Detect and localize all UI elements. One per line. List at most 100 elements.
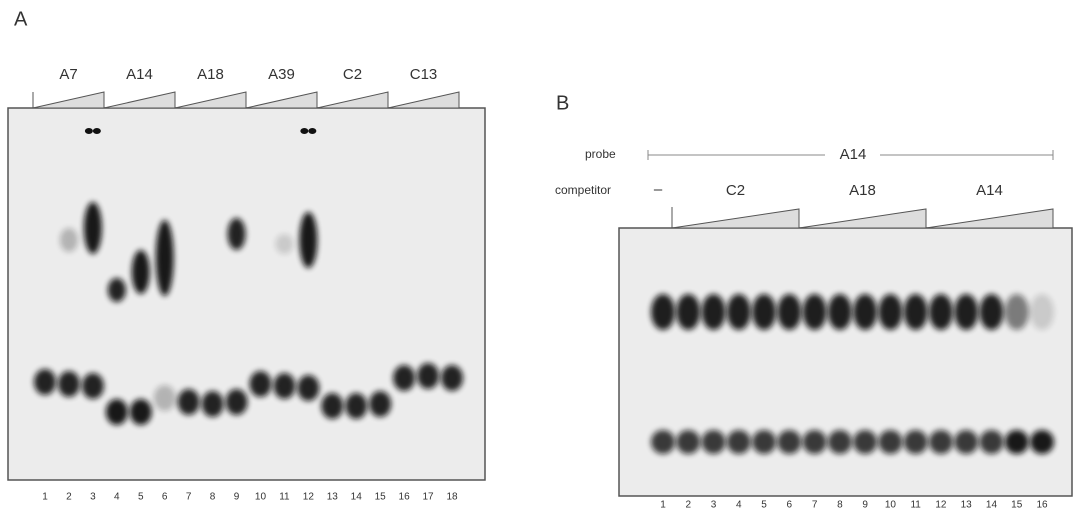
band: [308, 128, 317, 134]
band: [853, 294, 878, 330]
lane-number: 17: [422, 492, 434, 503]
wedge: [798, 208, 927, 229]
band: [777, 294, 802, 330]
group-label: C2: [726, 182, 745, 199]
lane-number: 15: [1011, 500, 1023, 511]
band: [979, 430, 1004, 454]
lane-number: 14: [986, 500, 998, 511]
lane-number: 4: [736, 500, 742, 511]
band: [59, 228, 78, 252]
group-label: C13: [410, 66, 438, 83]
band: [249, 371, 272, 397]
wedge: [245, 91, 318, 109]
band: [57, 371, 80, 397]
lane-number: 8: [210, 492, 216, 503]
lane-number: 14: [351, 492, 363, 503]
lane-number: 16: [1036, 500, 1048, 511]
band: [676, 294, 701, 330]
band: [297, 375, 320, 401]
band: [752, 430, 777, 454]
lane-number: 6: [162, 492, 168, 503]
lane-number: 16: [399, 492, 411, 503]
lane-number: 2: [685, 500, 691, 511]
lane-number: 10: [885, 500, 897, 511]
band: [129, 399, 152, 425]
competitor-label: competitor: [555, 183, 611, 197]
band: [225, 389, 248, 415]
band: [802, 294, 827, 330]
band: [155, 220, 174, 296]
band: [928, 294, 953, 330]
band: [954, 430, 979, 454]
group-label: A39: [268, 66, 295, 83]
no-competitor: –: [654, 181, 663, 198]
lane-number: 12: [935, 500, 947, 511]
lane-number: 6: [787, 500, 793, 511]
band: [275, 234, 294, 254]
group-label: C2: [343, 66, 362, 83]
band: [701, 430, 726, 454]
band: [131, 250, 150, 294]
lane-number: 4: [114, 492, 120, 503]
wedge: [103, 91, 176, 109]
band: [827, 294, 852, 330]
band: [369, 391, 392, 417]
lane-number: 18: [446, 492, 458, 503]
band: [676, 430, 701, 454]
band: [827, 430, 852, 454]
band: [903, 430, 928, 454]
lane-number: 9: [862, 500, 868, 511]
panel-label: A: [14, 8, 28, 30]
lane-number: 7: [186, 492, 192, 503]
wedge: [671, 208, 800, 229]
group-label: A18: [197, 66, 224, 83]
band: [34, 369, 56, 395]
band: [92, 128, 101, 134]
band: [84, 128, 93, 134]
band: [227, 218, 246, 250]
lane-number: 15: [375, 492, 387, 503]
band: [177, 389, 200, 415]
wedge: [925, 208, 1054, 229]
band: [651, 294, 675, 330]
group-label: A14: [126, 66, 153, 83]
band: [1004, 430, 1029, 454]
probe-label: probe: [585, 147, 616, 161]
band: [201, 391, 224, 417]
lane-number: 13: [327, 492, 339, 503]
lane-number: 3: [90, 492, 96, 503]
band: [777, 430, 802, 454]
band: [1030, 430, 1054, 454]
band: [726, 294, 751, 330]
band: [321, 393, 344, 419]
band: [878, 294, 903, 330]
band: [1004, 294, 1029, 330]
lane-number: 5: [138, 492, 144, 503]
band: [81, 373, 104, 399]
band: [878, 430, 903, 454]
wedge: [32, 91, 105, 109]
band: [105, 399, 128, 425]
lane-number: 3: [711, 500, 717, 511]
lane-number: 9: [234, 492, 240, 503]
band: [417, 363, 440, 389]
lane-number: 1: [42, 492, 48, 503]
gel: [7, 107, 486, 481]
band: [300, 128, 309, 134]
wedge: [387, 91, 460, 109]
band: [441, 365, 463, 391]
lane-number: 12: [303, 492, 315, 503]
band: [299, 212, 318, 268]
band: [393, 365, 416, 391]
wedge: [174, 91, 247, 109]
group-label: A7: [59, 66, 77, 83]
band: [802, 430, 827, 454]
band: [1030, 294, 1054, 330]
lane-number: 11: [279, 492, 290, 503]
gel: [618, 227, 1073, 497]
lane-number: 11: [910, 500, 921, 511]
wedge: [316, 91, 389, 109]
band: [954, 294, 979, 330]
band: [853, 430, 878, 454]
